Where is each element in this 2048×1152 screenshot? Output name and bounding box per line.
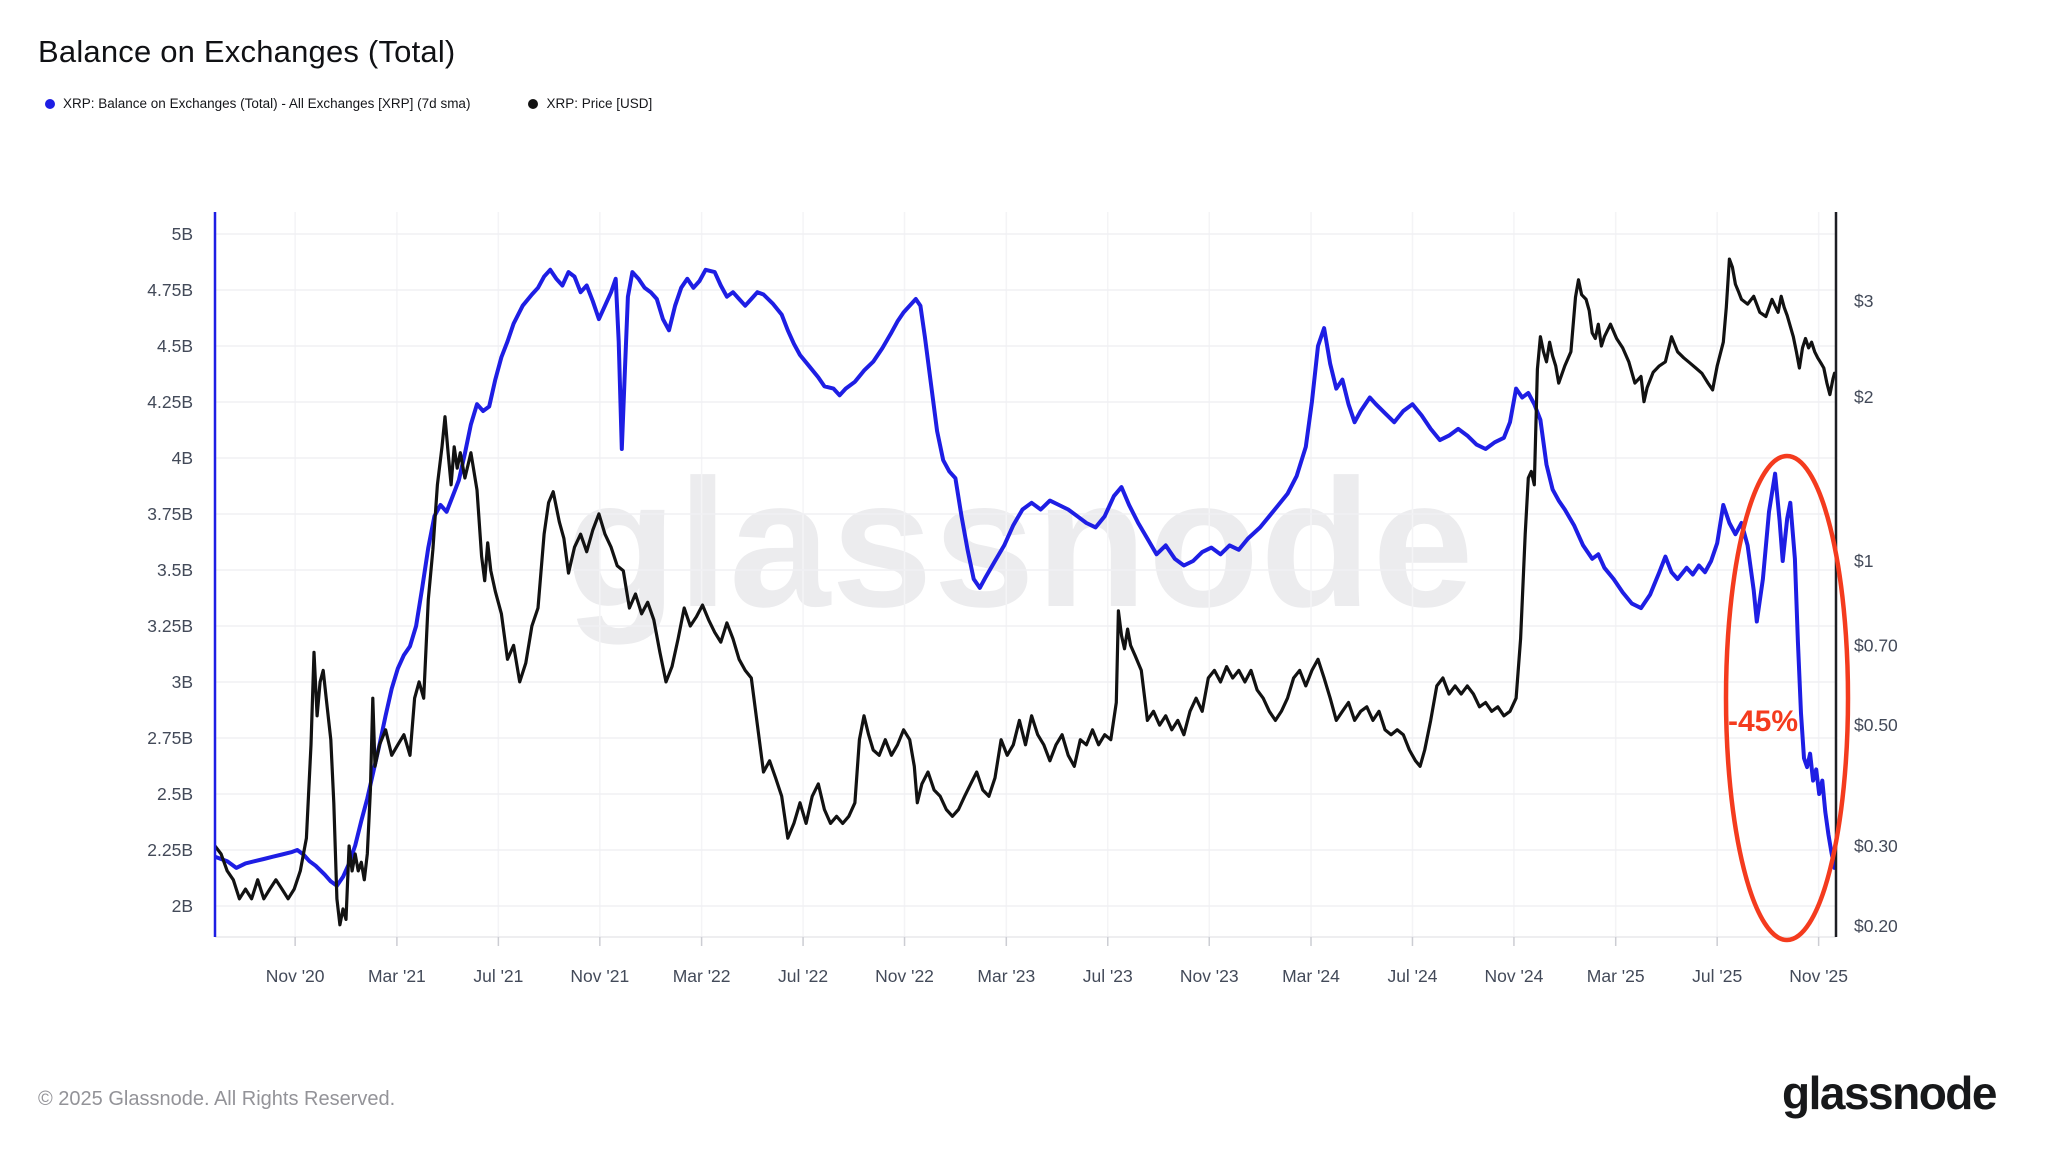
right-axis-tick-label: $3 (1854, 291, 1873, 311)
footer-copyright: © 2025 Glassnode. All Rights Reserved. (38, 1088, 396, 1110)
legend: XRP: Balance on Exchanges (Total) - All … (45, 96, 652, 111)
glassnode-logo: glassnode (1781, 1067, 1998, 1119)
left-axis-tick-label: 3.75B (147, 504, 193, 524)
right-axis-tick-label: $0.30 (1854, 836, 1898, 856)
x-axis-tick-label: Nov '24 (1485, 966, 1544, 986)
page-title: Balance on Exchanges (Total) (38, 34, 456, 69)
x-axis-tick-label: Nov '22 (875, 966, 934, 986)
right-axis-tick-label: $0.70 (1854, 635, 1898, 655)
left-axis-tick-label: 2.25B (147, 840, 193, 860)
left-axis-tick-label: 3B (172, 672, 193, 692)
right-axis-tick-label: $0.50 (1854, 715, 1898, 735)
x-axis-tick-label: Mar '23 (977, 966, 1035, 986)
right-axis-tick-label: $0.20 (1854, 916, 1898, 936)
x-axis-tick-label: Nov '20 (266, 966, 325, 986)
left-axis-tick-label: 2.5B (157, 784, 193, 804)
x-axis-tick-label: Mar '25 (1587, 966, 1645, 986)
x-axis-tick-label: Mar '24 (1282, 966, 1340, 986)
left-axis-tick-label: 3.25B (147, 616, 193, 636)
balance-series-line[interactable] (215, 267, 1836, 888)
legend-label-balance: XRP: Balance on Exchanges (Total) - All … (63, 96, 471, 111)
legend-label-price: XRP: Price [USD] (546, 96, 653, 111)
drop-annotation-ellipse (1723, 453, 1851, 943)
x-axis-tick-label: Nov '23 (1180, 966, 1239, 986)
x-axis-tick-label: Mar '22 (673, 966, 731, 986)
x-axis-tick-label: Jul '23 (1083, 966, 1133, 986)
x-axis-tick-label: Mar '21 (368, 966, 426, 986)
left-axis-tick-label: 4.5B (157, 336, 193, 356)
x-axis-tick-label: Jul '25 (1692, 966, 1742, 986)
balance-series-dot-icon (45, 98, 55, 109)
legend-item-price[interactable]: XRP: Price [USD] (528, 96, 652, 111)
left-axis-tick-label: 4.75B (147, 280, 193, 300)
legend-item-balance[interactable]: XRP: Balance on Exchanges (Total) - All … (45, 96, 470, 111)
left-axis-tick-label: 2.75B (147, 728, 193, 748)
x-axis-tick-label: Jul '24 (1387, 966, 1437, 986)
drop-annotation-label: -45% (1728, 705, 1798, 738)
x-axis-tick-label: Nov '21 (570, 966, 629, 986)
x-axis-tick-label: Jul '22 (778, 966, 828, 986)
price-series-dot-icon (528, 98, 539, 109)
right-axis-tick-label: $2 (1854, 387, 1873, 407)
price-series-line[interactable] (215, 257, 1836, 927)
x-axis-tick-label: Nov '25 (1789, 966, 1848, 986)
left-axis-tick-label: 4.25B (147, 392, 193, 412)
left-axis-tick-label: 3.5B (157, 560, 193, 580)
right-axis-tick-label: $1 (1854, 551, 1873, 571)
left-axis-tick-label: 2B (172, 896, 193, 916)
left-axis-tick-label: 4B (172, 448, 193, 468)
x-axis-tick-label: Jul '21 (473, 966, 523, 986)
left-axis-tick-label: 5B (172, 224, 193, 244)
